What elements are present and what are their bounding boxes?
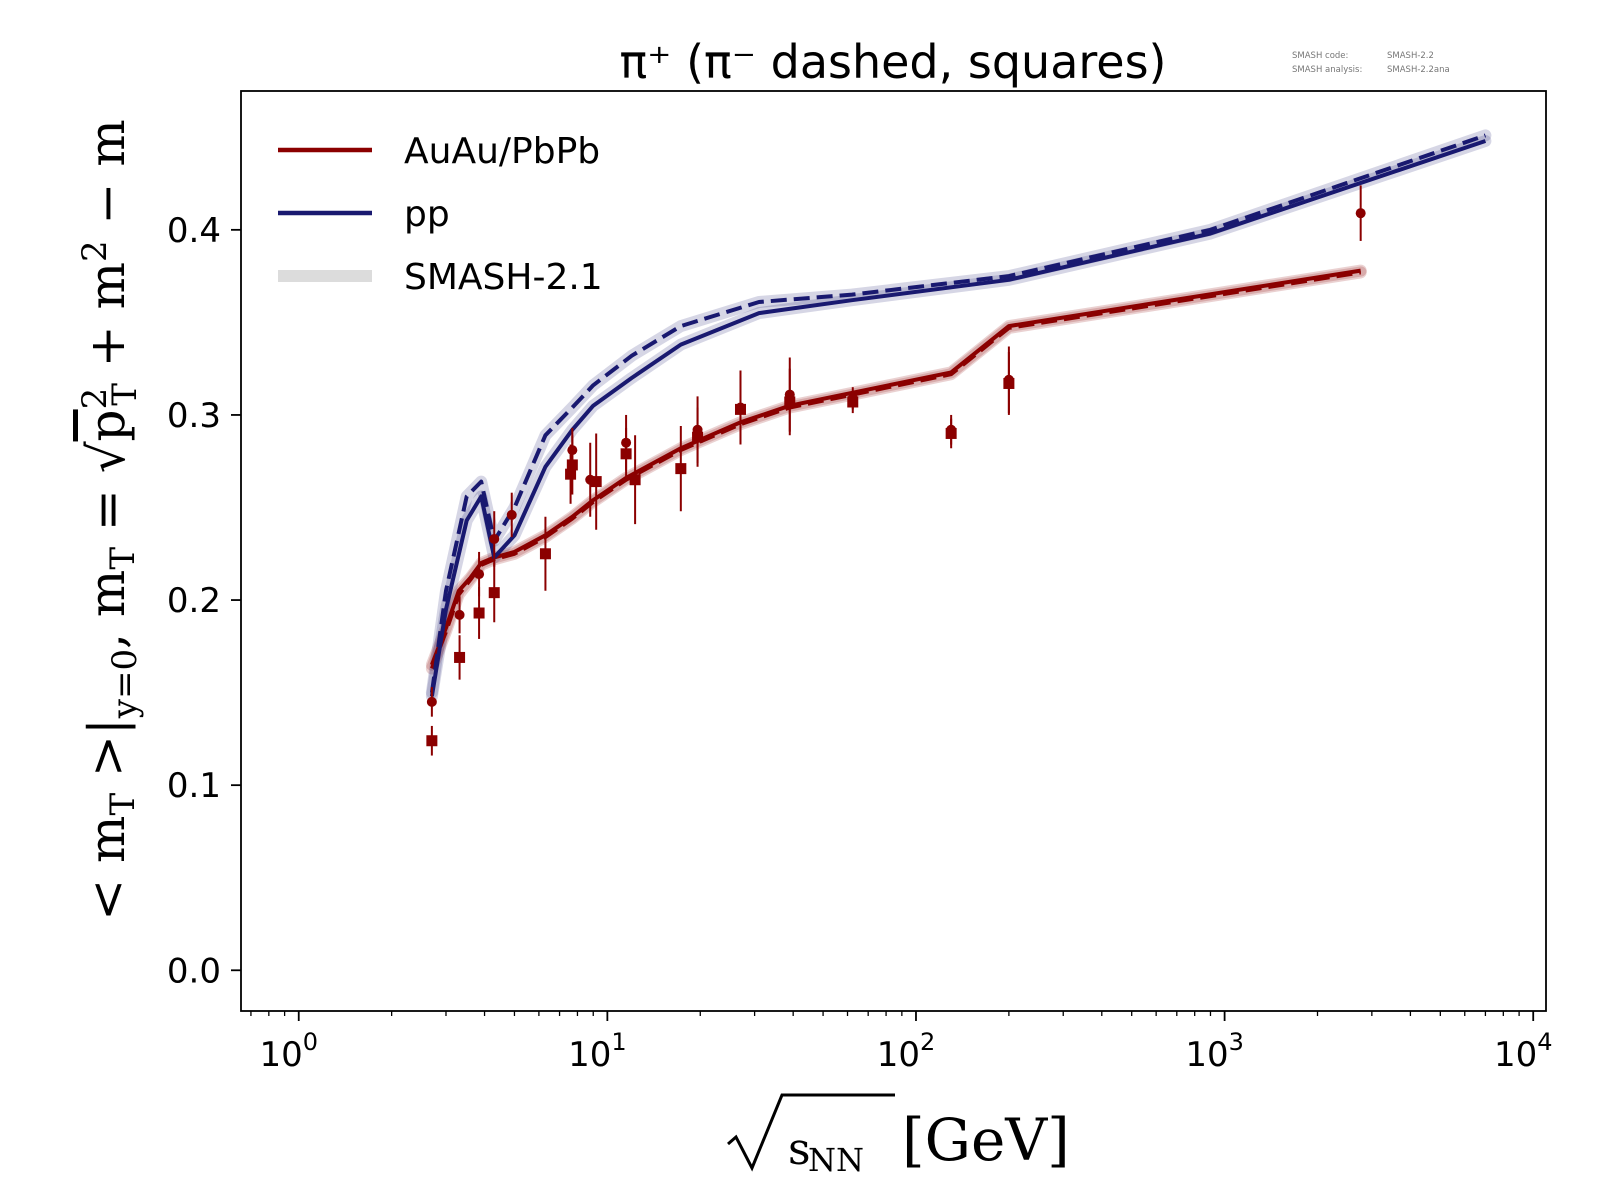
data-point-square [488,587,500,599]
legend-label: AuAu/PbPb [404,131,600,172]
smash-analysis-value: SMASH-2.2ana [1387,65,1450,75]
smash-code-label: SMASH code: [1292,51,1348,61]
x-tick-label: 101 [568,1028,627,1075]
legend-label: SMASH-2.1 [404,257,603,298]
smash-version-note: SMASH code: SMASH-2.2 SMASH analysis: SM… [1292,51,1450,75]
data-point-square [565,468,577,480]
data-point-square [426,735,438,747]
x-tick-label: 103 [1185,1028,1244,1075]
series-line-pp-solid [429,139,1487,697]
data-point-square [1003,377,1015,389]
y-axis-ticks: 0.0 0.1 0.2 0.3 0.4 [167,211,241,991]
x-label-unit: [GeV] [902,1106,1070,1174]
y-tick-label: 0.3 [167,396,221,436]
y-tick-label: 0.2 [167,581,221,621]
data-point-square [734,403,746,415]
series-line-pp-dashed [429,133,1487,693]
experimental-points [426,185,1366,756]
data-point-square [566,459,578,471]
x-axis-ticks: 100 101 102 103 104 [250,1011,1553,1075]
x-tick-label: 100 [259,1028,318,1075]
x-label-s: s [788,1124,811,1175]
x-axis-label: s NN [GeV] [727,1093,1070,1179]
svg-text:< mT >|y=0, mT = √p2T + m2 −: < mT >|y=0, mT = √p2T + m2 − m [75,119,145,920]
data-point-circle [426,696,437,707]
x-label-sqrt-sign [727,1093,895,1172]
series-line-auau-pbpb-dashed [430,270,1362,670]
data-point-circle [454,609,465,620]
data-point-square [454,651,466,663]
data-point-circle [506,509,517,520]
data-point-circle [474,569,485,580]
x-tick-label: 102 [877,1028,936,1075]
smash-code-value: SMASH-2.2 [1387,51,1434,61]
y-tick-label: 0.0 [167,951,221,991]
data-point-circle [489,533,500,544]
data-point-square [473,607,485,619]
data-point-square [945,427,957,439]
smash-analysis-label: SMASH analysis: [1292,65,1362,75]
data-point-square [847,396,859,408]
chart-title: π⁺ (π⁻ dashed, squares) [619,35,1166,89]
legend-label: pp [404,194,450,235]
smash-band [425,135,1492,703]
data-point-circle [1355,208,1366,219]
data-point-square [539,548,551,560]
plot-frame [240,90,1547,1012]
legend: AuAu/PbPb pp SMASH-2.1 [278,131,603,298]
data-point-square [620,448,632,460]
data-point-square [675,463,687,475]
x-tick-label: 104 [1494,1028,1553,1075]
data-point-square [692,431,704,443]
y-tick-label: 0.4 [167,211,221,251]
x-label-nn: NN [808,1141,864,1179]
data-point-square [629,474,641,486]
y-axis-label: < mT >|y=0, mT = √p2T + m2 − m [75,119,145,920]
y-tick-label: 0.1 [167,766,221,806]
data-point-square [784,396,796,408]
smash-bands [425,129,1492,703]
data-point-square [590,476,602,488]
